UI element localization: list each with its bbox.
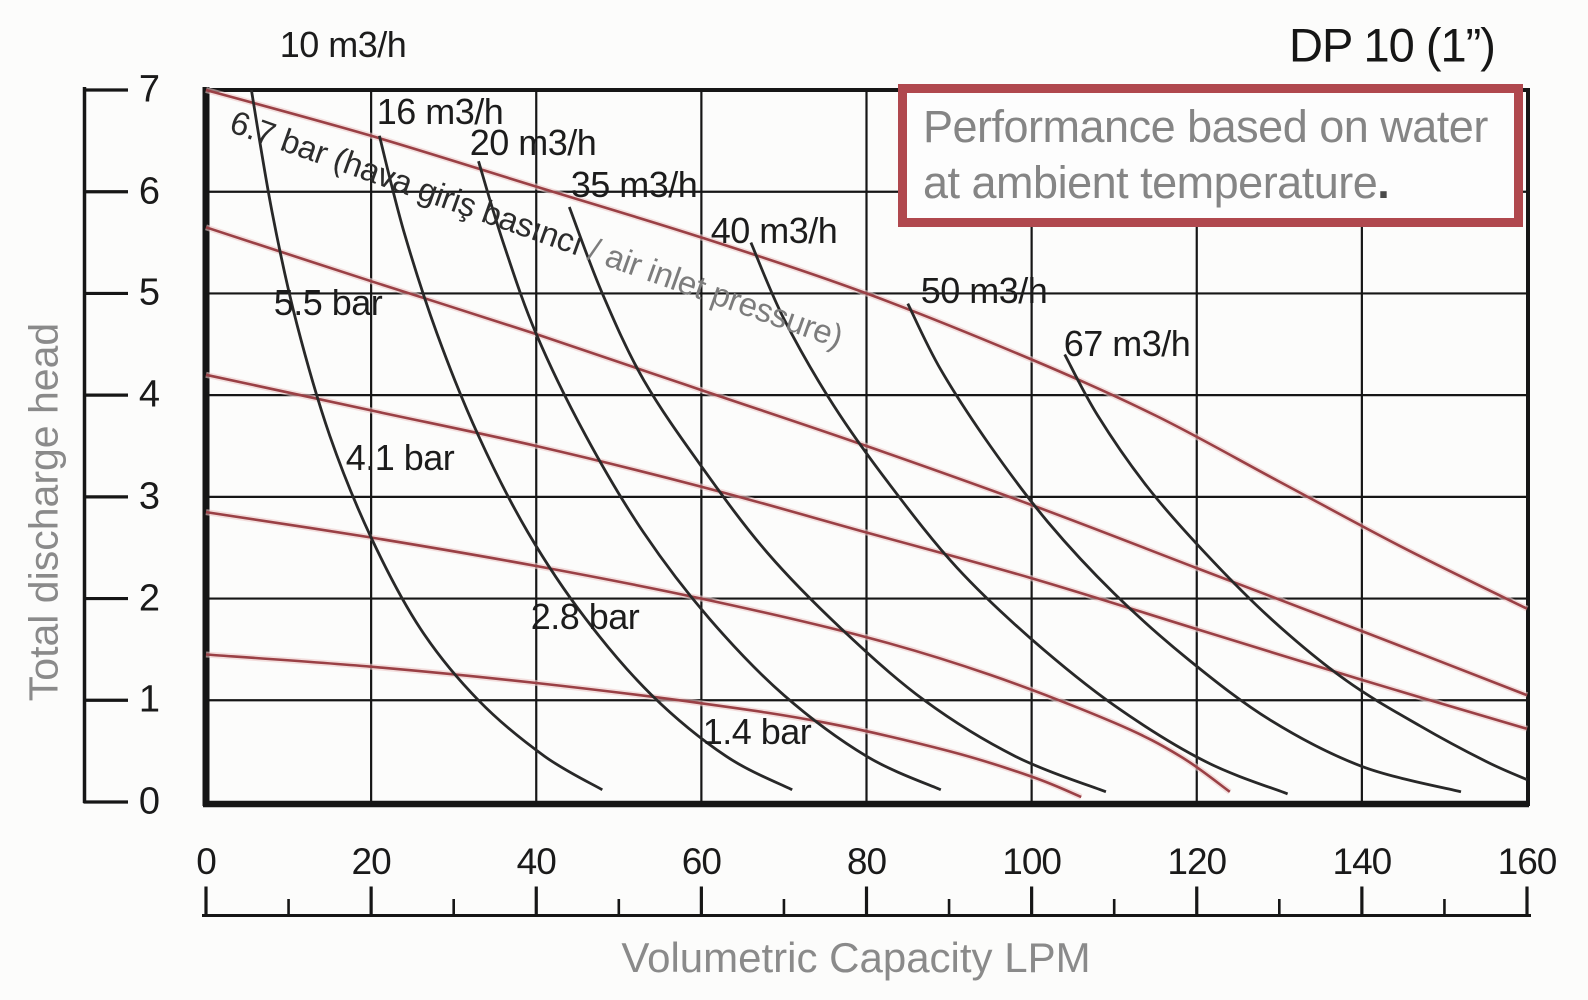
x-tick-label-60: 60 [681, 841, 722, 882]
curve-67-m3-h [1063, 353, 1528, 781]
curve-1.4-bar-halo [205, 651, 1083, 800]
note-period: . [1377, 157, 1390, 208]
x-tick-label-0: 0 [196, 841, 217, 882]
curve-40-m3-h [749, 242, 1289, 796]
curve-20-m3-h [477, 160, 942, 792]
x-tick-label-100: 100 [1002, 841, 1062, 882]
curve-label-2-8-bar: 2.8 bar [530, 596, 640, 637]
curve-label-35-m3h: 35 m3/h [570, 164, 698, 205]
x-tick-label-160: 160 [1497, 841, 1558, 882]
curve-4.1-bar [205, 373, 1528, 731]
curve-50-m3-h [906, 302, 1462, 794]
curve-label-5-5-bar: 5.5 bar [273, 282, 383, 323]
x-axis-title: Volumetric Capacity LPM [621, 934, 1091, 981]
y-tick-label-2: 2 [138, 577, 160, 620]
x-tick-label-120: 120 [1167, 841, 1227, 882]
y-axis-title: Total discharge head [20, 322, 67, 702]
page-title: DP 10 (1”) [1289, 18, 1496, 72]
x-tick-label-20: 20 [351, 841, 392, 882]
curve-16-m3-h [378, 135, 793, 792]
note-line1: Performance based on water [923, 101, 1488, 152]
curve-label-4-1-bar: 4.1 bar [345, 437, 455, 478]
note-line2: at ambient temperature. [923, 155, 1514, 211]
y-tick-label-1: 1 [138, 678, 160, 721]
curve-35-m3-h [567, 206, 1107, 794]
y-tick-label-6: 6 [138, 170, 160, 213]
curve-label-1-4-bar: 1.4 bar [702, 711, 812, 752]
curve-label-20-m3h: 20 m3/h [469, 122, 597, 163]
curve-label-50-m3h: 50 m3/h [920, 270, 1048, 311]
curve-1.4-bar [205, 653, 1082, 799]
curve-label-10-m3h: 10 m3/h [279, 24, 407, 65]
y-tick-label-7: 7 [138, 68, 160, 111]
curve-label-67-m3h: 67 m3/h [1063, 323, 1191, 364]
curve-6.7-bar [205, 88, 1528, 610]
curve-label-16-m3h: 16 m3/h [376, 91, 504, 132]
y-tick-label-0: 0 [138, 780, 160, 823]
y-tick-label-5: 5 [138, 271, 160, 314]
curve-2.8-bar [205, 510, 1231, 793]
note-line2-text: at ambient temperature [923, 157, 1378, 208]
y-tick-label-3: 3 [138, 475, 160, 518]
x-tick-label-40: 40 [516, 841, 557, 882]
performance-note-box: Performance based on water at ambient te… [898, 84, 1523, 227]
curve-5.5-bar [205, 226, 1528, 697]
curve-label-40-m3h: 40 m3/h [710, 210, 838, 251]
x-tick-label-80: 80 [846, 841, 887, 882]
curve-10-m3-h [250, 89, 604, 792]
x-tick-label-140: 140 [1332, 841, 1393, 882]
y-tick-label-4: 4 [138, 373, 160, 416]
